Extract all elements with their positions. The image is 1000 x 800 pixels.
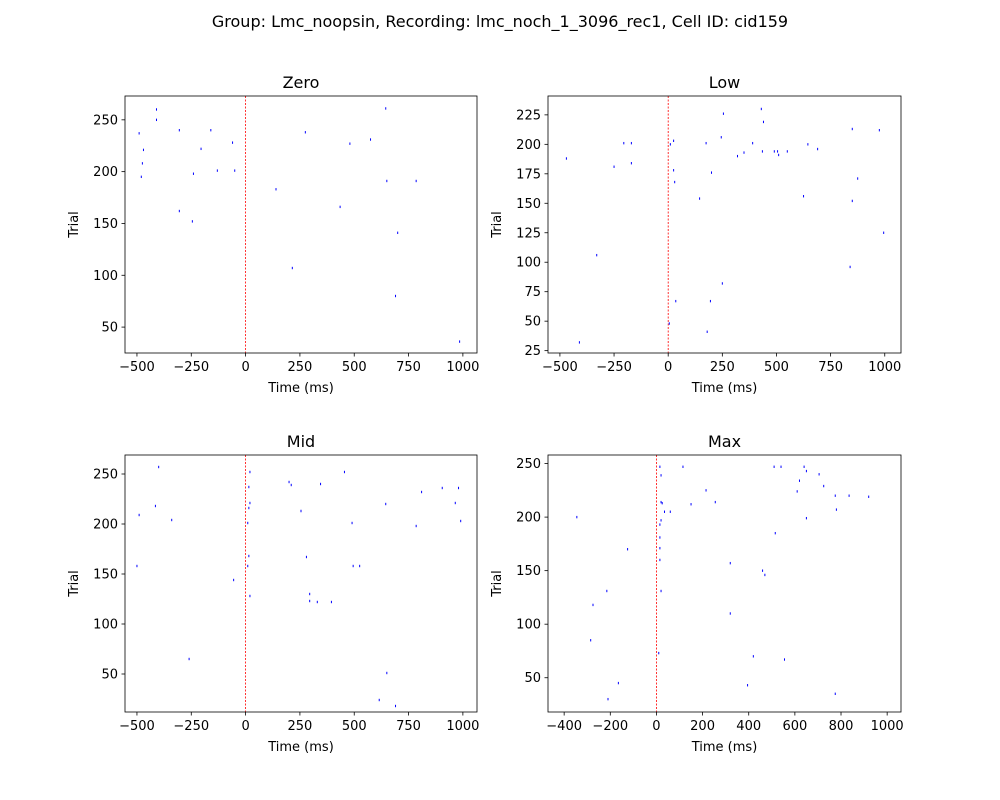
x-tick-label: 0 <box>241 360 249 375</box>
x-tick-label: 250 <box>287 360 312 375</box>
x-tick-label: 1000 <box>868 360 901 375</box>
x-tick-label: −500 <box>119 360 155 375</box>
x-tick-label: 250 <box>287 719 312 734</box>
y-tick-label: 100 <box>516 256 541 271</box>
x-tick-label: 800 <box>829 719 854 734</box>
y-axis-label: Trial <box>67 211 82 239</box>
x-tick-label: 500 <box>342 360 367 375</box>
x-tick-label: −250 <box>596 360 632 375</box>
y-tick-label: 250 <box>93 113 118 128</box>
panel-title: Mid <box>287 432 315 451</box>
y-tick-label: 250 <box>93 468 118 483</box>
x-tick-label: 750 <box>396 360 421 375</box>
y-tick-label: 50 <box>101 321 118 336</box>
y-tick-label: 150 <box>516 197 541 212</box>
x-tick-label: −400 <box>546 719 582 734</box>
x-tick-label: −500 <box>119 719 155 734</box>
x-tick-label: 1000 <box>871 719 904 734</box>
y-tick-label: 150 <box>93 217 118 232</box>
raster-panel-max: −400 −200 0 200 400 600 800 1000 50 100 150 200 250 M… <box>490 432 904 755</box>
y-tick-label: 250 <box>516 457 541 472</box>
y-tick-label: 125 <box>516 226 541 241</box>
x-tick-label: 750 <box>396 719 421 734</box>
y-tick-label: 200 <box>516 511 541 526</box>
y-tick-label: 200 <box>516 138 541 153</box>
y-tick-label: 200 <box>93 518 118 533</box>
panel-title: Max <box>708 432 741 451</box>
y-tick-label: 50 <box>101 668 118 683</box>
y-tick-label: 25 <box>524 344 541 359</box>
panel-title: Zero <box>283 73 320 92</box>
x-tick-label: 0 <box>664 360 672 375</box>
y-tick-label: 50 <box>524 671 541 686</box>
x-tick-label: 400 <box>736 719 761 734</box>
y-axis-label: Trial <box>490 211 505 239</box>
y-axis-label: Trial <box>490 570 505 598</box>
y-tick-label: 100 <box>516 618 541 633</box>
axes-frame <box>547 95 902 354</box>
y-tick-label: 75 <box>524 285 541 300</box>
x-tick-label: −250 <box>173 360 209 375</box>
raster-panel-zero: −500 −250 0 250 500 750 1000 50 100 150 200 250 Zero… <box>67 73 479 396</box>
figure-suptitle: Group: Lmc_noopsin, Recording: lmc_noch_… <box>211 12 789 31</box>
axes-frame <box>547 454 902 713</box>
y-tick-label: 100 <box>93 618 118 633</box>
raster-panel-mid: −500 −250 0 250 500 750 1000 50 100 150 200 250 Mid T… <box>67 432 479 755</box>
y-tick-label: 175 <box>516 167 541 182</box>
y-tick-label: 225 <box>516 108 541 123</box>
x-axis-label: Time (ms) <box>267 740 334 755</box>
y-tick-label: 50 <box>524 315 541 330</box>
x-tick-label: 600 <box>782 719 807 734</box>
x-tick-label: 200 <box>690 719 715 734</box>
x-tick-label: 1000 <box>446 719 479 734</box>
y-axis-label: Trial <box>67 570 82 598</box>
raster-panel-low: −500 −250 0 250 500 750 1000 25 50 75 100 125 150 175… <box>490 73 902 396</box>
x-tick-label: −250 <box>173 719 209 734</box>
x-axis-label: Time (ms) <box>691 740 758 755</box>
x-tick-label: 500 <box>764 360 789 375</box>
x-tick-label: 0 <box>652 719 660 734</box>
x-tick-label: −200 <box>592 719 628 734</box>
x-axis-label: Time (ms) <box>267 381 334 396</box>
y-tick-label: 200 <box>93 165 118 180</box>
y-tick-label: 100 <box>93 269 118 284</box>
x-tick-label: 500 <box>342 719 367 734</box>
x-tick-label: −500 <box>542 360 578 375</box>
x-tick-label: 250 <box>710 360 735 375</box>
x-tick-label: 750 <box>818 360 843 375</box>
x-axis-label: Time (ms) <box>691 381 758 396</box>
x-tick-label: 1000 <box>446 360 479 375</box>
y-tick-label: 150 <box>516 564 541 579</box>
x-tick-label: 0 <box>241 719 249 734</box>
y-tick-label: 150 <box>93 568 118 583</box>
axes-frame <box>124 454 478 713</box>
panel-title: Low <box>709 73 741 92</box>
axes-frame <box>124 95 478 354</box>
